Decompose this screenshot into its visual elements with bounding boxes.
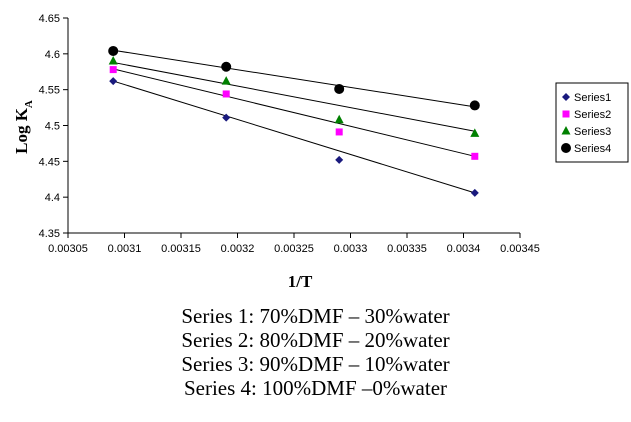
legend-label-series-4: Series4 xyxy=(574,143,611,155)
point-series-3 xyxy=(470,128,480,137)
y-axis-ticks: 4.35 4.4 4.45 4.5 4.55 4.6 4.65 xyxy=(39,13,68,240)
x-axis-title: 1/T xyxy=(288,272,313,291)
trendline-series-4 xyxy=(113,49,475,108)
y-tick-label: 4.6 xyxy=(45,49,60,61)
y-axis-title-main: Log K xyxy=(12,107,31,154)
y-tick-label: 4.4 xyxy=(45,192,60,204)
data-points xyxy=(108,45,480,197)
point-series-4 xyxy=(334,83,345,94)
trendline-series-1 xyxy=(113,80,475,194)
point-series-3 xyxy=(108,56,118,65)
point-series-1 xyxy=(335,155,344,164)
legend-label-series-1: Series1 xyxy=(574,92,611,104)
point-series-2 xyxy=(109,66,117,74)
trendline-series-3 xyxy=(113,61,475,132)
x-tick-label: 0.0033 xyxy=(334,243,368,255)
y-tick-label: 4.45 xyxy=(39,156,60,168)
x-tick-label: 0.00315 xyxy=(161,243,201,255)
caption-series-1: Series 1: 70%DMF – 30%water xyxy=(181,304,450,328)
x-tick-label: 0.0031 xyxy=(108,243,142,255)
point-series-3 xyxy=(334,114,344,124)
y-tick-label: 4.55 xyxy=(39,85,60,97)
y-tick-label: 4.65 xyxy=(39,13,60,25)
legend-marker-series-2 xyxy=(562,110,570,118)
x-tick-label: 0.0034 xyxy=(447,243,481,255)
series-captions: Series 1: 70%DMF – 30%water Series 2: 80… xyxy=(0,304,631,400)
legend: Series1 Series2 Series3 Series4 xyxy=(555,82,629,163)
point-series-2 xyxy=(222,90,230,98)
legend-label-series-2: Series2 xyxy=(574,109,611,121)
trendlines xyxy=(113,49,475,194)
x-tick-label: 0.00335 xyxy=(387,243,427,255)
x-tick-label: 0.00325 xyxy=(274,243,314,255)
point-series-2 xyxy=(335,128,343,136)
legend-label-series-3: Series3 xyxy=(574,126,611,138)
caption-series-3: Series 3: 90%DMF – 10%water xyxy=(181,352,450,376)
y-axis-title-subscript: A xyxy=(23,100,35,108)
x-axis-ticks: 0.00305 0.0031 0.00315 0.0032 0.00325 0.0033 0… xyxy=(48,233,540,255)
legend-marker-series-3 xyxy=(561,126,571,135)
chart: 0.00305 0.0031 0.00315 0.0032 0.00325 0.0033 0… xyxy=(12,13,629,291)
point-series-3 xyxy=(221,76,231,85)
x-tick-label: 0.00305 xyxy=(48,243,88,255)
legend-marker-series-4 xyxy=(561,143,571,153)
point-series-1 xyxy=(109,77,118,86)
y-tick-label: 4.5 xyxy=(45,121,60,133)
axes xyxy=(67,18,520,234)
point-series-1 xyxy=(470,188,479,197)
point-series-4 xyxy=(469,100,480,111)
legend-marker-series-1 xyxy=(562,93,570,101)
point-series-2 xyxy=(471,152,479,160)
caption-series-4: Series 4: 100%DMF –0%water xyxy=(183,376,448,400)
y-tick-label: 4.35 xyxy=(39,228,60,240)
y-axis-title: Log KA xyxy=(12,100,35,154)
x-tick-label: 0.00345 xyxy=(500,243,540,255)
point-series-1 xyxy=(222,113,231,122)
x-tick-label: 0.0032 xyxy=(221,243,255,255)
point-series-4 xyxy=(221,61,232,72)
caption-series-2: Series 2: 80%DMF – 20%water xyxy=(181,328,450,352)
point-series-4 xyxy=(108,45,119,56)
trendline-series-2 xyxy=(113,68,475,157)
